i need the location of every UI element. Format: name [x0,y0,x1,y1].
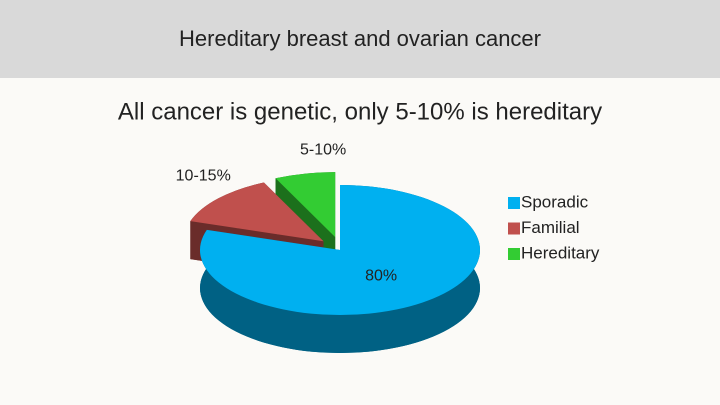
data-label: 10-15% [176,167,231,184]
header-band [0,0,720,78]
chart-title: Hereditary breast and ovarian cancer [179,26,541,51]
legend-swatch [508,222,520,235]
legend-swatch [508,248,520,260]
legend-swatch [508,197,520,209]
pie-slice-top [200,185,480,315]
legend: Sporadic Familial Hereditary [508,192,600,262]
data-label: 5-10% [300,142,346,159]
legend-label: Hereditary [521,243,600,262]
pie-slice [200,185,480,353]
data-label: 80% [365,268,397,285]
pie-slice-top [190,182,324,242]
pie: 5-10% 10-15% 80% [176,142,480,353]
legend-label: Familial [521,218,580,237]
chart-subtitle: All cancer is genetic, only 5-10% is her… [118,98,602,125]
legend-label: Sporadic [521,192,589,211]
pie-slice-top [275,172,336,238]
